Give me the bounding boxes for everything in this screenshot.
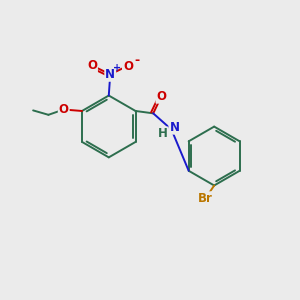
Text: +: + <box>113 63 121 73</box>
Text: H: H <box>158 128 168 140</box>
Text: -: - <box>134 54 139 67</box>
Text: N: N <box>169 121 179 134</box>
Text: O: O <box>123 60 133 73</box>
Text: O: O <box>59 103 69 116</box>
Text: N: N <box>105 68 115 81</box>
Text: O: O <box>157 90 166 103</box>
Text: O: O <box>87 59 97 72</box>
Text: Br: Br <box>198 192 213 205</box>
